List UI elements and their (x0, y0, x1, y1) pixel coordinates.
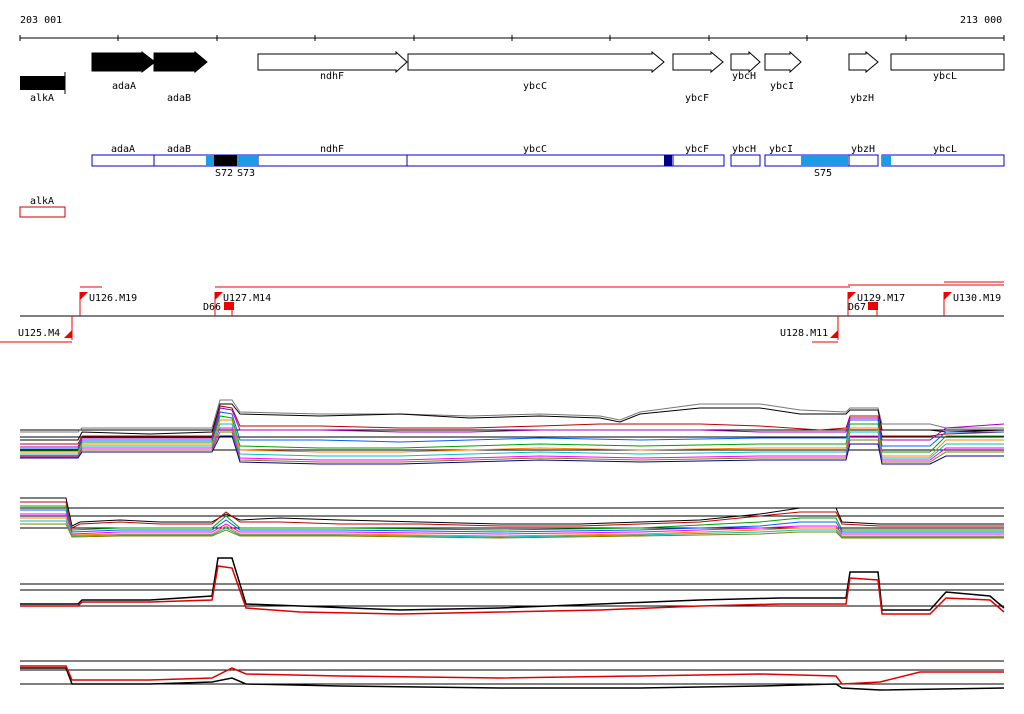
gene-label-ybzH: ybzH (850, 93, 874, 104)
gene-label-ybcC: ybcC (523, 81, 547, 92)
downshift-marker-D66[interactable]: D66 (203, 302, 234, 316)
gene-label-ndhF: ndhF (320, 71, 344, 82)
axis-start-label: 203 001 (20, 15, 62, 26)
expression-trace (20, 517, 1004, 537)
minus-upshift-marker-U128[interactable]: U128.M11 (780, 316, 839, 340)
transcript-label-alkA: alkA (30, 196, 54, 207)
expression-trace (20, 435, 1004, 465)
segment-block-S75[interactable] (801, 155, 848, 166)
segment-label-S75: S75 (814, 168, 832, 179)
gene-label-ybcI: ybcI (770, 81, 794, 92)
transcript-label-ybcL: ybcL (933, 144, 957, 155)
transcript-track-plus: adaA adaB ndhF ybcC ybcF ybcH ybcI ybzH … (91, 144, 1005, 179)
gene-label-ybcL: ybcL (933, 71, 957, 82)
segment-label-S72: S72 (215, 168, 233, 179)
upshift-marker-U127[interactable]: U127.M14 (214, 292, 271, 316)
transcript-box-adaA-ybcF[interactable] (91, 154, 725, 167)
upshift-label-U126: U126.M19 (89, 293, 137, 304)
transcript-label-ybcH: ybcH (732, 144, 756, 155)
gene-arrow-ybcI[interactable] (764, 50, 802, 74)
expression-trace (20, 501, 1004, 529)
segment-block-dark[interactable] (664, 155, 672, 166)
segment-block-S72[interactable] (214, 155, 237, 166)
gene-label-ybcH: ybcH (732, 71, 756, 82)
expression-trace (20, 497, 1004, 527)
summary-panel-plus (20, 557, 1005, 615)
expression-trace (20, 407, 1005, 448)
gene-arrow-adaA[interactable] (91, 50, 156, 74)
shift-track: U126.M19 U127.M14 U129.M17 U130.M19 D66 … (0, 281, 1004, 343)
gene-arrow-ybcH[interactable] (730, 50, 761, 74)
expression-trace (20, 523, 1004, 539)
expression-trace (20, 505, 1004, 531)
transcript-label-ybcC: ybcC (523, 144, 547, 155)
gene-label-ybcF: ybcF (685, 93, 709, 104)
upshift-label-U129: U129.M17 (857, 293, 905, 304)
expression-trace (20, 423, 1004, 459)
transcript-label-ybcI: ybcI (769, 144, 793, 155)
summary-trace (20, 557, 1005, 611)
transcript-box-ybcL[interactable] (881, 154, 1005, 167)
upshift-marker-U126[interactable]: U126.M19 (79, 292, 137, 316)
transcript-box-ybcH[interactable] (730, 154, 761, 167)
transcript-label-ybcF: ybcF (685, 144, 709, 155)
summary-panel-minus (20, 660, 1005, 691)
axis-end-label: 213 000 (960, 15, 1002, 26)
coordinate-axis: 203 001 213 000 (19, 15, 1005, 41)
expression-panel-minus (20, 497, 1004, 539)
transcript-label-adaA: adaA (111, 144, 135, 155)
segment-label-S73: S73 (237, 168, 255, 179)
minus-upshift-label-U125: U125.M4 (18, 328, 60, 339)
expression-trace (20, 513, 1004, 535)
transcript-label-adaB: adaB (167, 144, 191, 155)
gene-box-ybcL[interactable] (890, 53, 1005, 71)
expression-trace (20, 399, 1004, 433)
upshift-marker-U129[interactable]: U129.M17 (847, 292, 905, 316)
gene-track-minus: alkA (20, 72, 66, 104)
minus-upshift-label-U128: U128.M11 (780, 328, 828, 339)
gene-arrow-adaB[interactable] (153, 50, 208, 74)
gene-label-alkA: alkA (30, 93, 54, 104)
expression-trace (20, 403, 1005, 441)
axis-ticks (19, 35, 1005, 41)
summary-trace (20, 565, 1005, 615)
transcript-track-minus: alkA (19, 196, 66, 218)
segment-block[interactable] (882, 155, 891, 166)
expression-trace (20, 415, 1004, 453)
expression-panel-plus (20, 399, 1005, 465)
upshift-label-U127: U127.M14 (223, 293, 271, 304)
downshift-label-D67: D67 (848, 302, 866, 313)
minus-upshift-marker-U125[interactable]: U125.M4 (18, 316, 73, 340)
segment-block[interactable] (206, 155, 214, 166)
expression-trace (20, 431, 1004, 463)
transcript-box-alkA[interactable] (19, 206, 66, 218)
summary-trace (20, 665, 1004, 685)
gene-arrow-ndhF[interactable] (257, 50, 408, 74)
expression-trace (20, 520, 1004, 538)
upshift-marker-U130[interactable]: U130.M19 (943, 292, 1001, 316)
expression-trace (20, 509, 1004, 533)
transcript-label-ybzH: ybzH (851, 144, 875, 155)
summary-trace (20, 667, 1005, 691)
gene-box-alkA[interactable] (20, 76, 65, 90)
upshift-label-U130: U130.M19 (953, 293, 1001, 304)
gene-label-adaB: adaB (167, 93, 191, 104)
gene-arrow-ybzH[interactable] (848, 50, 879, 74)
expression-trace (20, 411, 1004, 450)
downshift-label-D66: D66 (203, 302, 221, 313)
gene-arrow-ybcC[interactable] (407, 50, 665, 74)
segment-block-S73[interactable] (237, 155, 258, 166)
downshift-marker-D67[interactable]: D67 (848, 302, 878, 316)
gene-arrow-ybcF[interactable] (672, 50, 724, 74)
gene-label-adaA: adaA (112, 81, 136, 92)
gene-track-plus: adaA adaB ndhF ybcC ybcF ybcH ybcI ybzH … (91, 50, 1005, 104)
transcript-label-ndhF: ndhF (320, 144, 344, 155)
